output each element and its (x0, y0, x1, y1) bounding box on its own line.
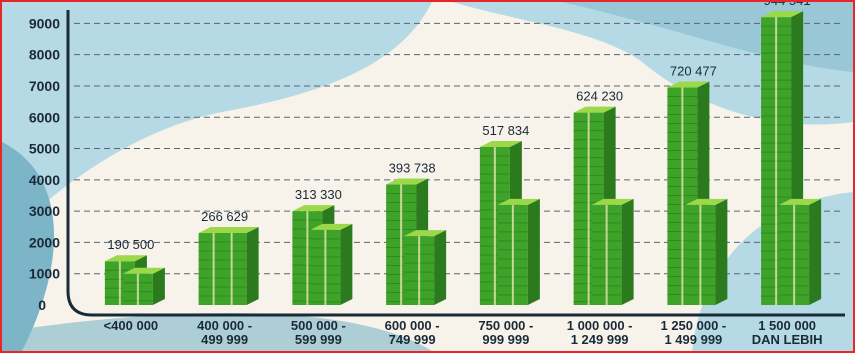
bar-top (591, 198, 634, 205)
bar-top (216, 227, 259, 234)
bar-secondary (497, 198, 540, 305)
y-tick-label: 5000 (29, 141, 60, 157)
bar-top (404, 230, 447, 237)
bar-top (761, 11, 804, 18)
x-tick-label: 500 000 -599 999 (291, 318, 346, 347)
bar-secondary (310, 223, 353, 305)
bar-secondary (685, 198, 728, 305)
y-tick-label: 8000 (29, 47, 60, 63)
bg-shape-bottom (2, 313, 432, 351)
x-tick-label: 1 500 000 DAN LEBIH (752, 318, 823, 347)
bar-side (246, 227, 259, 305)
y-axis-ticks: 0 1000 2000 3000 4000 5000 6000 7000 8000 9000 (29, 15, 60, 313)
value-label: 944 541 (764, 2, 811, 8)
bar-side (621, 198, 634, 305)
value-label: 720 477 (670, 64, 717, 79)
bar-side (715, 198, 728, 305)
y-tick-label: 0 (38, 297, 46, 313)
x-axis-ticks: <400 000 400 000 -499 999 500 000 -599 999… (104, 318, 823, 347)
y-tick-label: 7000 (29, 78, 60, 94)
value-label: 190 500 (107, 237, 154, 252)
bar-top (667, 81, 710, 88)
x-tick-label: 750 000 -999 999 (478, 318, 533, 347)
bar-top (310, 223, 353, 230)
bar-secondary (122, 267, 165, 305)
value-label: 313 330 (295, 187, 342, 202)
x-tick-label: 600 000 -749 999 (385, 318, 440, 347)
bar-side (434, 230, 447, 305)
y-tick-label: 1000 (29, 266, 60, 282)
x-tick-label: 1 250 000 -1 499 999 (660, 318, 726, 347)
x-tick-label: <400 000 (104, 318, 159, 333)
bar-top (292, 205, 335, 212)
y-tick-label: 4000 (29, 172, 60, 188)
axes (66, 10, 845, 317)
bar-secondary (404, 230, 447, 305)
value-labels: 190 500 266 629 313 330 393 738 517 834 624 2… (107, 2, 810, 252)
value-label: 266 629 (201, 209, 248, 224)
y-tick-label: 6000 (29, 109, 60, 125)
y-tick-label: 2000 (29, 234, 60, 250)
bar-secondary (216, 227, 259, 305)
bar-side (152, 267, 165, 305)
bar-side (527, 198, 540, 305)
bar-top (573, 106, 616, 113)
y-tick-label: 9000 (29, 15, 60, 31)
x-tick-label: 1 000 000 -1 249 999 (567, 318, 633, 347)
bar-secondary (591, 198, 634, 305)
bar-top (479, 140, 522, 147)
bar-side (340, 223, 353, 305)
x-tick-label: 400 000 -499 999 (197, 318, 252, 347)
value-label: 393 738 (389, 161, 436, 176)
y-tick-label: 3000 (29, 203, 60, 219)
bars (104, 11, 822, 306)
bg-shape-left (2, 142, 55, 351)
bar-top (779, 198, 822, 205)
axis-line (66, 10, 845, 317)
value-label: 517 834 (482, 123, 529, 138)
bg-shape-top-left (2, 2, 432, 242)
bar-top (497, 198, 540, 205)
bar-top (386, 178, 429, 185)
bar-top (104, 255, 147, 262)
bar-top (685, 198, 728, 205)
bar-secondary (779, 198, 822, 305)
bar-side (809, 198, 822, 305)
value-label: 624 230 (576, 89, 623, 104)
bar-top (122, 267, 165, 274)
